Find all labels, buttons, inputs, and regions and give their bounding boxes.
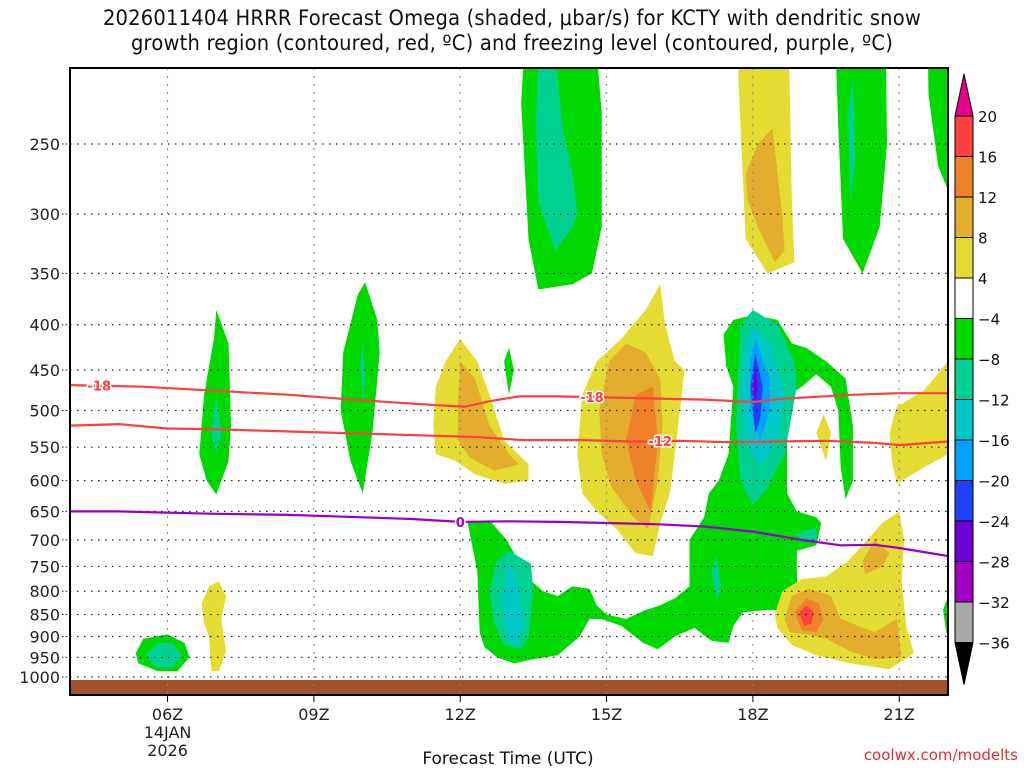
colorbar-bin <box>954 318 974 360</box>
x-tick-label: 09Z <box>298 705 329 724</box>
omega-region-37 <box>943 596 948 639</box>
omega-region-2 <box>201 581 227 672</box>
x-tick-label: 06Z <box>152 705 183 724</box>
colorbar-label: −28 <box>978 554 1010 572</box>
y-tick-label: 650 <box>29 502 60 521</box>
colorbar-bin <box>954 237 974 279</box>
colorbar-bin <box>954 561 974 603</box>
contour-label: -18 <box>580 391 604 406</box>
y-tick-label: 800 <box>29 582 60 601</box>
y-tick-label: 750 <box>29 557 60 576</box>
colorbar-top-arrow <box>954 73 974 117</box>
omega-region-36 <box>799 605 814 626</box>
x-tick-label: 21Z <box>884 705 915 724</box>
omega-region-34 <box>862 539 890 574</box>
colorbar-bin <box>954 399 974 441</box>
omega-region-31 <box>889 361 948 484</box>
contour-label: -18 <box>88 380 112 395</box>
ground-band <box>70 680 948 695</box>
y-tick-label: 900 <box>29 628 60 647</box>
colorbar-bin <box>954 520 974 562</box>
y-tick-label: 550 <box>29 438 60 457</box>
y-tick-label: 400 <box>29 316 60 335</box>
colorbar-bin <box>954 156 974 198</box>
colorbar-label: −32 <box>978 594 1010 612</box>
y-tick-label: 350 <box>29 264 60 283</box>
colorbar-bin <box>954 480 974 522</box>
colorbar-label: 20 <box>978 108 997 126</box>
plot-frame <box>69 67 949 696</box>
colorbar-label: 8 <box>978 230 988 248</box>
x-tick-date: 14JAN <box>144 723 192 742</box>
omega-region-24 <box>928 68 948 191</box>
grid-layer <box>70 68 948 695</box>
colorbar-bottom-arrow <box>954 642 974 685</box>
omega-region-22 <box>836 68 887 274</box>
y-tick-label: 300 <box>29 205 60 224</box>
chart-title-line1: 2026011404 HRRR Forecast Omega (shaded, … <box>102 6 922 30</box>
colorbar-label: −36 <box>978 635 1010 653</box>
credit-link[interactable]: coolwx.com/modelts <box>864 746 1018 764</box>
colorbar-label: −20 <box>978 473 1010 491</box>
omega-region-5 <box>340 282 380 494</box>
y-tick-label: 700 <box>29 531 60 550</box>
omega-region-14 <box>794 527 817 540</box>
y-tick-label: 950 <box>29 648 60 667</box>
contour-line-2 <box>70 510 948 558</box>
omega-region-4 <box>211 394 222 455</box>
omega-region-3 <box>199 310 231 495</box>
colorbar-label: −4 <box>978 311 1000 329</box>
omega-region-8 <box>457 361 519 471</box>
colorbar-label: 4 <box>978 270 988 288</box>
chart-title-line2: growth region (contoured, red, ºC) and f… <box>130 31 894 55</box>
x-tick-label: 12Z <box>445 705 476 724</box>
y-tick-label: 450 <box>29 361 60 380</box>
x-axis-title: Forecast Time (UTC) <box>422 749 593 768</box>
omega-region-12 <box>501 561 524 645</box>
colorbar-bin <box>954 277 974 319</box>
y-tick-label: 1000 <box>19 668 60 687</box>
colorbar-bin <box>954 358 974 400</box>
omega-region-17 <box>626 386 658 512</box>
x-tick-label: 18Z <box>737 705 768 724</box>
colorbar-bin <box>954 115 974 157</box>
colorbar-label: −16 <box>978 432 1010 450</box>
y-axis: 250 300 350 400 450 500 550 600 650 700 750 800 850 9… <box>19 135 70 687</box>
y-tick-label: 850 <box>29 606 60 625</box>
x-tick-label: 15Z <box>591 705 622 724</box>
omega-region-29 <box>752 365 758 403</box>
contour-label: 0 <box>456 516 465 531</box>
omega-fill-layer <box>135 68 948 672</box>
colorbar-bin <box>954 439 974 481</box>
y-tick-label: 600 <box>29 472 60 491</box>
omega-region-23 <box>848 77 856 202</box>
omega-region-1 <box>145 642 183 668</box>
colorbar-label: 12 <box>978 189 997 207</box>
y-tick-label: 250 <box>29 135 60 154</box>
contour-line-layer: -18 -18 -12 0 <box>70 378 948 558</box>
colorbar: 20 16 12 8 4 −4 −8 −12 −16 −20 −24 −28 −32 −36 <box>954 73 1010 685</box>
colorbar-label: 16 <box>978 149 997 167</box>
colorbar-label: −8 <box>978 351 1000 369</box>
colorbar-label: −24 <box>978 513 1010 531</box>
contour-label: -12 <box>648 435 672 450</box>
colorbar-bin <box>954 601 974 643</box>
colorbar-label: −12 <box>978 392 1010 410</box>
omega-region-6 <box>360 343 366 403</box>
contour-line-0 <box>70 384 948 408</box>
x-tick-year: 2026 <box>147 741 188 760</box>
colorbar-bin <box>954 196 974 238</box>
chart-title: 2026011404 HRRR Forecast Omega (shaded, … <box>36 6 988 56</box>
omega-region-21 <box>535 68 578 251</box>
contour-line-1 <box>70 423 948 447</box>
omega-region-19 <box>745 128 785 263</box>
y-tick-label: 500 <box>29 402 60 421</box>
omega-region-30 <box>816 414 831 461</box>
omega-region-13 <box>711 556 722 601</box>
omega-region-9 <box>504 348 514 395</box>
